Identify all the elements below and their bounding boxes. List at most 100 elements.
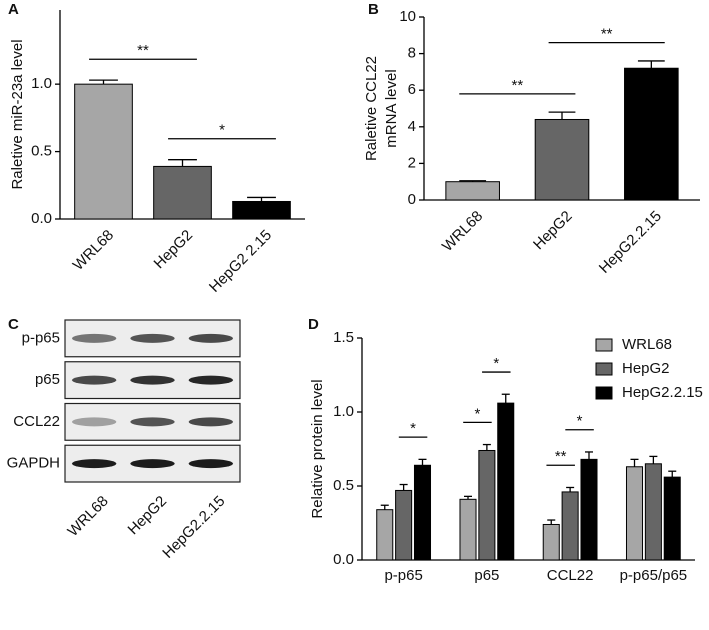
bar [644,463,662,561]
bar [497,402,515,561]
error-bar [168,159,197,167]
panel-letter: B [368,1,379,18]
y-tick-label: 1.0 [31,75,52,92]
blot-row-label: p-p65 [22,329,60,346]
blot-band [130,417,175,427]
x-tick-label: WRL68 [439,208,486,255]
blot-band [130,459,175,469]
y-tick-label: 8 [408,45,416,62]
x-tick-label: HepG2 [530,208,576,254]
significance-label: ** [511,77,523,94]
error-bar [566,486,575,492]
significance-label: ** [555,448,567,465]
bar [624,67,679,201]
bar [663,476,681,561]
y-tick-label: 2 [408,154,416,171]
blot-band [72,375,117,385]
blot-row-label: CCL22 [13,413,60,430]
blot-column-label: HepG2.2.15 [159,493,228,562]
error-bar [630,458,639,467]
panel-letter: D [308,316,319,333]
error-bar [89,79,118,85]
blot-column-label: WRL68 [64,493,111,540]
bar [580,458,598,561]
y-tick-label: 0.0 [333,551,354,568]
blot-band [188,333,233,343]
bar [478,449,496,561]
bar [625,466,644,561]
error-bar [247,196,276,202]
blot-band [188,417,233,427]
error-bar [501,393,510,404]
significance-label: * [410,420,416,437]
blot-band [130,375,175,385]
blot-band [72,417,117,427]
significance-label: * [493,355,499,372]
blot-band [188,375,233,385]
blot-row-label: p65 [35,371,60,388]
error-bar [380,504,389,510]
bar [395,489,413,561]
significance-label: * [219,122,225,139]
y-tick-label: 0.5 [31,143,52,160]
blot-band [72,459,117,469]
blot-band [72,333,117,343]
y-axis-label: Relative protein level [309,379,326,518]
legend-label: HepG2 [622,360,670,377]
bar [74,83,133,220]
legend-swatch [595,362,613,376]
x-tick-label: p65 [474,567,499,584]
bar [534,118,590,201]
significance-label: * [475,405,481,422]
panel-letter: A [8,1,19,18]
significance-label: ** [601,26,613,43]
x-tick-label: HepG2.2.15 [596,208,665,277]
bar [376,509,394,561]
legend-swatch [595,338,613,352]
y-tick-label: 1.0 [333,403,354,420]
legend-label: HepG2.2.15 [622,384,703,401]
error-bar [418,458,427,466]
blot-band [130,333,175,343]
significance-label: ** [137,42,149,59]
blot-band [188,459,233,469]
bar [459,498,477,561]
bar [153,165,212,220]
panel-letter: C [8,316,19,333]
y-axis-label: mRNA level [383,69,400,147]
y-axis-label: Raletive CCL22 [363,56,380,161]
error-bar [482,443,491,451]
bar [542,523,560,561]
error-bar [668,470,677,478]
y-tick-label: 0.0 [31,210,52,227]
significance-label: * [577,413,583,430]
bar [232,200,291,220]
y-tick-label: 0 [408,191,416,208]
bar [445,181,500,201]
blot-column-label: HepG2 [125,493,171,539]
y-tick-label: 10 [399,8,416,25]
y-tick-label: 4 [408,118,416,135]
y-tick-label: 6 [408,81,416,98]
error-bar [649,455,658,464]
error-bar [459,180,487,182]
x-tick-label: HepG2 [151,227,197,273]
error-bar [637,60,665,69]
error-bar [584,451,594,460]
x-tick-label: HepG2 2.15 [206,227,275,296]
bar [561,491,579,561]
error-bar [399,483,408,491]
error-bar [547,519,556,525]
error-bar [463,495,473,500]
x-tick-label: CCL22 [547,567,594,584]
x-tick-label: WRL68 [70,227,117,274]
bar [413,464,432,561]
x-tick-label: p-p65/p65 [620,567,688,584]
legend-label: WRL68 [622,336,672,353]
y-tick-label: 1.5 [333,329,354,346]
x-tick-label: p-p65 [384,567,422,584]
error-bar [548,111,576,120]
blot-row-label: GAPDH [7,455,60,472]
legend-swatch [595,386,613,400]
